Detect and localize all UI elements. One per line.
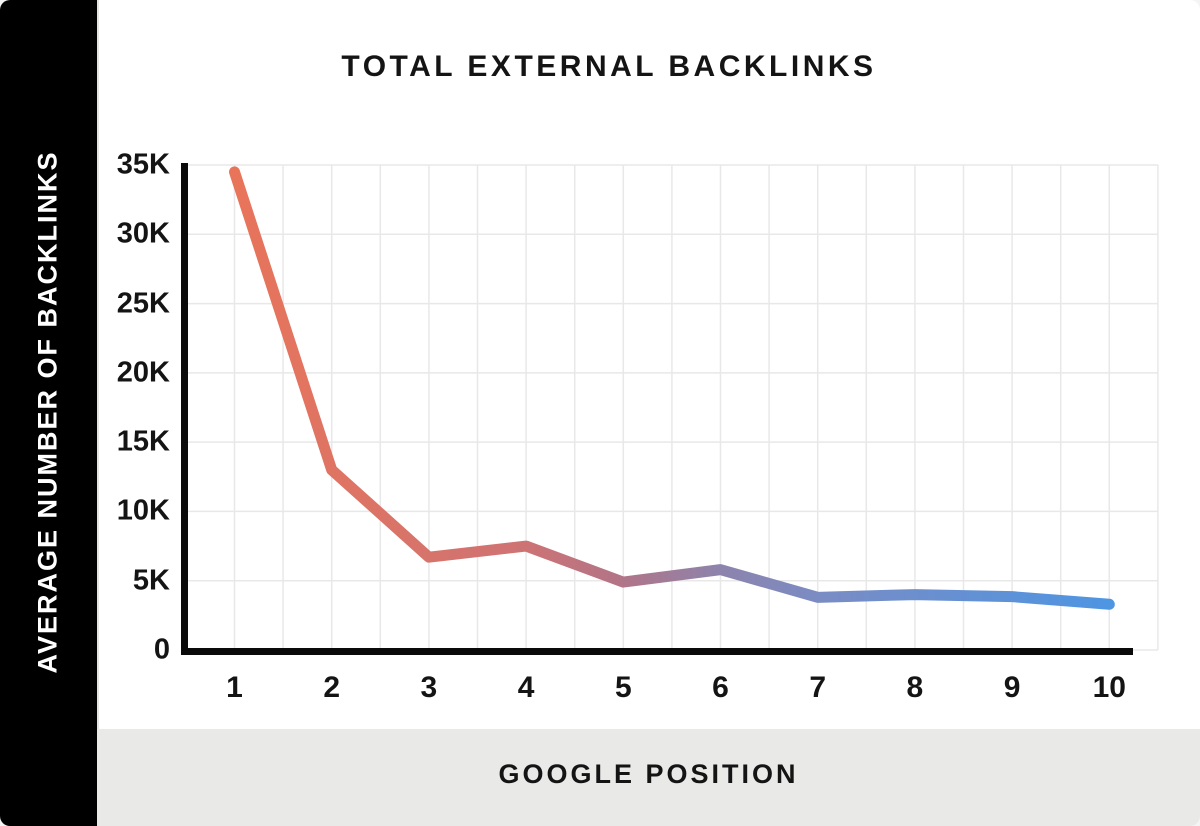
x-tick-label: 8 [906,671,924,704]
sidebar-divider [97,0,99,826]
gridlines [185,164,1159,651]
y-axis-line [181,163,188,655]
x-tick-label: 7 [809,671,827,704]
x-axis-title-band: GOOGLE POSITION [97,729,1200,826]
x-tick-label: 10 [1092,671,1126,704]
y-tick-label: 15K [116,425,170,458]
y-tick-label: 35K [116,148,170,181]
y-axis-title: AVERAGE NUMBER OF BACKLINKS [32,150,63,674]
x-tick-label: 5 [614,671,632,704]
x-axis-line [181,648,1133,655]
y-tick-label: 10K [116,494,170,527]
y-tick-label: 25K [116,287,170,320]
y-tick-label: 5K [132,564,170,597]
x-tick-label: 9 [1003,671,1021,704]
y-axis-title-bar: AVERAGE NUMBER OF BACKLINKS [0,0,97,826]
x-axis-title: GOOGLE POSITION [498,759,799,789]
x-tick-label: 6 [712,671,729,704]
y-tick-label: 20K [116,356,170,389]
x-tick-label: 1 [226,671,243,704]
y-tick-label: 0 [153,633,170,666]
y-tick-label: 30K [116,217,170,250]
chart-title: TOTAL EXTERNAL BACKLINKS [341,50,877,83]
data-line [229,166,1115,610]
x-tick-label: 3 [420,671,438,704]
x-tick-label: 2 [323,671,341,704]
x-tick-label: 4 [517,671,535,704]
